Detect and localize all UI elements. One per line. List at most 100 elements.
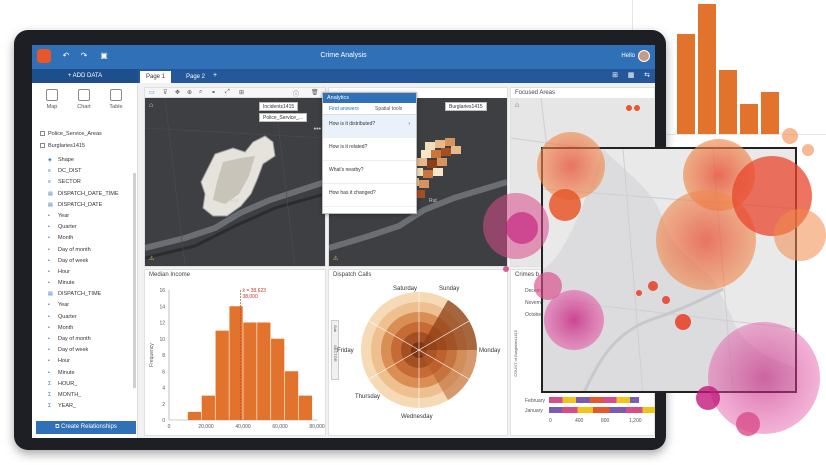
- link-icon[interactable]: ⚭: [211, 90, 217, 96]
- field-item[interactable]: ▤ DISPATCH_TIME: [48, 289, 136, 300]
- bullet-icon: •: [48, 235, 50, 242]
- field-item[interactable]: ≡ DC_DIST: [48, 166, 136, 177]
- incidents-map-svg: [145, 98, 325, 266]
- map-tool[interactable]: Map: [38, 89, 66, 110]
- legend-burglaries[interactable]: Burglaries1415: [445, 102, 487, 111]
- field-label: Quarter: [58, 224, 77, 231]
- field-item[interactable]: • Month: [48, 323, 136, 334]
- zoom-icon[interactable]: ⊕: [187, 90, 193, 96]
- search-icon[interactable]: ⌕: [199, 89, 203, 95]
- map-label: Rut: [231, 198, 239, 204]
- field-label: DISPATCH_DATE_TIME: [58, 190, 119, 197]
- create-relationships-button[interactable]: ⧉ Create Relationships: [36, 421, 136, 434]
- question-label: How is it related?: [329, 144, 368, 150]
- select-icon[interactable]: ▭: [149, 90, 155, 96]
- number-icon: Σ: [48, 380, 52, 387]
- field-label: Day of week: [58, 347, 89, 354]
- share-icon[interactable]: ⇆: [644, 72, 650, 79]
- field-item[interactable]: Σ MONTH_: [48, 390, 136, 401]
- legend-police-service[interactable]: Police_Service_...: [259, 113, 308, 122]
- field-label: DISPATCH_DATE: [58, 201, 103, 208]
- y-tick-label: 8: [162, 353, 165, 359]
- field-item[interactable]: Σ YEAR_: [48, 401, 136, 412]
- delete-icon[interactable]: 🗑: [311, 90, 319, 96]
- question-nearby[interactable]: What's nearby?: [323, 161, 416, 184]
- home-icon[interactable]: ⌂: [149, 102, 154, 109]
- field-label: DC_DIST: [58, 168, 82, 175]
- side-legend[interactable]: Sub SECTOR: [331, 320, 339, 380]
- field-label: Day of month: [58, 246, 91, 253]
- more-icon[interactable]: •••: [313, 126, 321, 133]
- field-item[interactable]: • Year: [48, 300, 136, 311]
- basemap-icon[interactable]: ⊞: [612, 72, 618, 79]
- field-item[interactable]: • Month: [48, 233, 136, 244]
- field-item[interactable]: ≡ SECTOR: [48, 177, 136, 188]
- field-item[interactable]: • Day of month: [48, 334, 136, 345]
- map-icon: [46, 89, 58, 101]
- histogram-bar: [215, 330, 229, 420]
- question-related[interactable]: How is it related?: [323, 138, 416, 161]
- field-item[interactable]: Σ HOUR_: [48, 379, 136, 390]
- field-item[interactable]: • Minute: [48, 278, 136, 289]
- chart-tool[interactable]: Chart: [70, 89, 98, 110]
- field-item[interactable]: • Quarter: [48, 222, 136, 233]
- tab-page-2[interactable]: Page 2: [186, 74, 206, 80]
- day-label: Thursday: [355, 394, 380, 400]
- field-item[interactable]: • Minute: [48, 368, 136, 379]
- dataset-police-service-areas[interactable]: Police_Service_Areas: [40, 131, 102, 137]
- row-label: October: [525, 312, 543, 318]
- tab-spatial-tools[interactable]: Spatial tools: [375, 106, 403, 112]
- save-icon[interactable]: ▣: [100, 51, 108, 60]
- question-changed[interactable]: How has it changed?: [323, 184, 416, 207]
- field-item[interactable]: • Year: [48, 211, 136, 222]
- layout-icon[interactable]: ▦: [627, 72, 635, 79]
- filter-icon[interactable]: ⊽: [163, 90, 168, 96]
- field-item[interactable]: ▤ DISPATCH_DATE_TIME: [48, 189, 136, 200]
- y-tick-label: 14: [159, 304, 165, 310]
- day-label: Saturday: [393, 286, 417, 292]
- add-data-button[interactable]: + ADD DATA: [32, 69, 138, 83]
- median-income-card[interactable]: Median Income 0 2 4 6 8 10 12 14 16 0 20,000 40,000…: [144, 269, 326, 436]
- field-label: Hour: [58, 358, 70, 365]
- field-item[interactable]: • Day of week: [48, 345, 136, 356]
- avatar[interactable]: [638, 50, 650, 62]
- table-tool[interactable]: Table: [102, 89, 130, 110]
- field-item[interactable]: • Hour: [48, 356, 136, 367]
- field-item[interactable]: • Day of week: [48, 256, 136, 267]
- pan-icon[interactable]: ✥: [175, 90, 181, 96]
- y-tick-label: 16: [159, 288, 165, 294]
- add-page-icon[interactable]: +: [212, 72, 218, 79]
- day-label: Monday: [479, 348, 500, 354]
- legend-incidents[interactable]: Incidents1415: [259, 102, 299, 111]
- y-tick-label: 4: [162, 386, 165, 392]
- field-label: YEAR_: [58, 403, 77, 410]
- info-icon[interactable]: ⓘ: [293, 92, 300, 98]
- river-shape: [583, 287, 724, 391]
- expand-icon[interactable]: ⤢: [225, 89, 230, 95]
- grid-icon[interactable]: ⊞: [239, 90, 245, 96]
- sidebar-scrollbar[interactable]: [133, 173, 136, 388]
- undo-icon[interactable]: ↶: [62, 51, 70, 60]
- question-distribution[interactable]: How is it distributed? ›: [323, 115, 416, 138]
- app-logo: [37, 49, 51, 63]
- legend-label: Burglaries1415: [449, 104, 483, 110]
- river-shape: [145, 192, 325, 260]
- user-greeting[interactable]: Hello: [621, 53, 635, 59]
- tab-page-1[interactable]: Page 1: [140, 71, 172, 83]
- tab-find-answers[interactable]: Find answers: [329, 106, 359, 112]
- dispatch-calls-card[interactable]: Dispatch Calls Sub SECTOR: [328, 269, 508, 436]
- field-item[interactable]: ◈ Shape: [48, 155, 136, 166]
- field-item[interactable]: • Day of month: [48, 245, 136, 256]
- field-item[interactable]: • Quarter: [48, 312, 136, 323]
- day-label: Sunday: [439, 286, 459, 292]
- map-card-incidents[interactable]: ▭ ⊽ ✥ ⊕ ⌕ ⚭ ⤢ ⊞ ⓘ 🗑: [144, 87, 326, 267]
- home-icon[interactable]: ⌂: [515, 102, 520, 109]
- bullet-icon: •: [48, 336, 50, 342]
- x-tick-label: 80,000: [309, 424, 325, 430]
- table-icon: [110, 89, 122, 101]
- redo-icon[interactable]: ↷: [80, 51, 88, 60]
- field-item[interactable]: ▤ DISPATCH_DATE: [48, 200, 136, 211]
- dark-basemap[interactable]: Rut ⌂ ⚠: [145, 98, 325, 266]
- dataset-burglaries[interactable]: Burglaries1415: [40, 143, 85, 149]
- field-item[interactable]: • Hour: [48, 267, 136, 278]
